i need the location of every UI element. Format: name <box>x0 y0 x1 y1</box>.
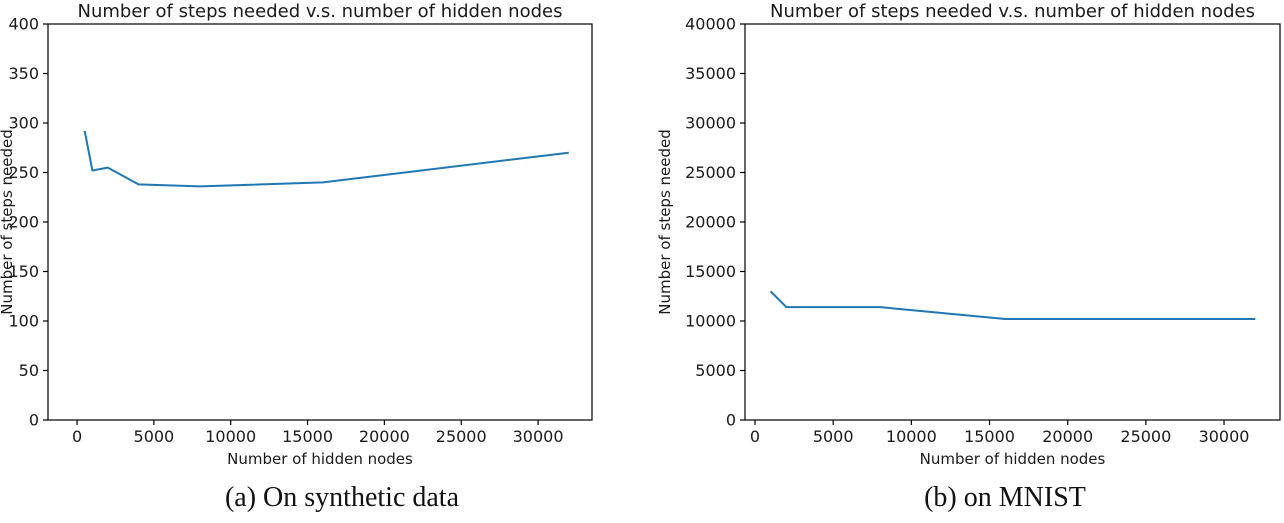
x-tick-label: 10000 <box>886 427 937 446</box>
caption-mnist: (b) on MNIST <box>924 482 1086 513</box>
x-tick-label: 15000 <box>282 427 333 446</box>
y-tick-label: 100 <box>8 312 39 331</box>
y-tick-label: 15000 <box>685 262 736 281</box>
y-tick-label: 0 <box>726 411 736 430</box>
y-tick-label: 0 <box>29 411 39 430</box>
x-tick-label: 0 <box>750 427 760 446</box>
y-tick-label: 350 <box>8 64 39 83</box>
x-tick-label: 15000 <box>964 427 1015 446</box>
plot-area <box>47 23 593 421</box>
y-tick-label: 20000 <box>685 213 736 232</box>
y-axis-label: Number of steps needed <box>0 129 16 315</box>
x-axis-label: Number of hidden nodes <box>227 450 413 468</box>
x-tick-label: 5000 <box>813 427 854 446</box>
y-tick-label: 30000 <box>685 114 736 133</box>
x-tick-label: 20000 <box>359 427 410 446</box>
y-tick-label: 400 <box>8 15 39 34</box>
x-tick-label: 30000 <box>513 427 564 446</box>
x-tick-label: 0 <box>72 427 82 446</box>
chart-synthetic: 0 5000 10000 15000 20000 25000 30000 0 50 100 150 2… <box>0 1 593 468</box>
x-tick-label: 25000 <box>1120 427 1171 446</box>
data-line <box>83 130 569 188</box>
x-tick-label: 5000 <box>134 427 175 446</box>
x-tick-label: 20000 <box>1042 427 1093 446</box>
chart-mnist: 0 5000 10000 15000 20000 25000 30000 0 5000 10000… <box>656 1 1281 468</box>
y-tick-label: 50 <box>19 361 39 380</box>
y-tick-label: 250 <box>8 163 39 182</box>
figure-mnist: 0 5000 10000 15000 20000 25000 30000 0 5000 10000… <box>642 0 1284 523</box>
y-tick-label: 300 <box>8 114 39 133</box>
y-axis-label: Number of steps needed <box>656 129 674 315</box>
caption-synthetic: (a) On synthetic data <box>224 482 460 513</box>
y-tick-label: 150 <box>8 262 39 281</box>
plot-area <box>744 23 1281 421</box>
x-tick-label: 30000 <box>1199 427 1250 446</box>
x-axis-label: Number of hidden nodes <box>920 450 1106 468</box>
y-tick-label: 5000 <box>695 361 736 380</box>
y-tick-label: 200 <box>8 213 39 232</box>
figure-synthetic: 0 5000 10000 15000 20000 25000 30000 0 50 100 150 2… <box>0 1 593 513</box>
y-tick-label: 25000 <box>685 163 736 182</box>
y-tick-label: 10000 <box>685 312 736 331</box>
x-tick-label: 10000 <box>205 427 256 446</box>
data-line <box>769 290 1256 320</box>
x-tick-label: 25000 <box>436 427 487 446</box>
chart-title: Number of steps needed v.s. number of hi… <box>78 1 563 22</box>
y-tick-label: 35000 <box>685 64 736 83</box>
chart-title: Number of steps needed v.s. number of hi… <box>770 1 1255 22</box>
y-tick-label: 40000 <box>685 15 736 34</box>
